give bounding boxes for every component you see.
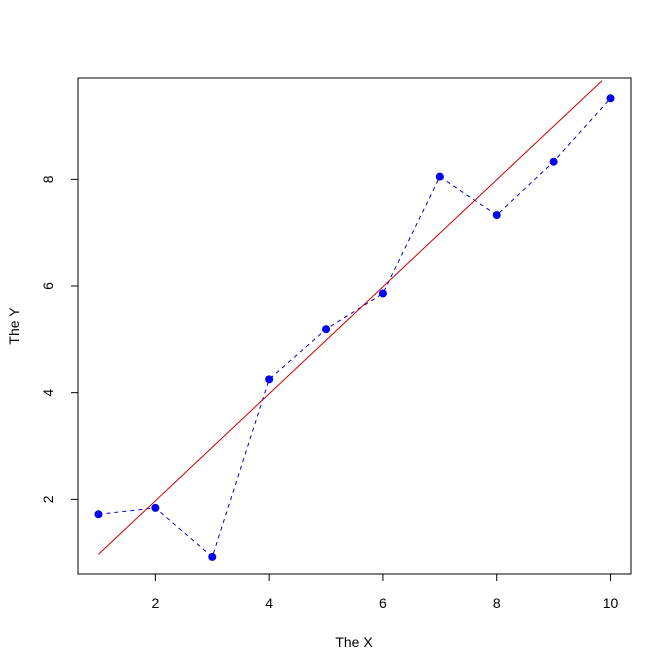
data-point	[208, 552, 217, 561]
x-tick-label: 4	[265, 595, 273, 611]
y-tick-label: 6	[40, 282, 56, 290]
series-line	[98, 97, 611, 558]
fit-line	[98, 80, 603, 555]
x-tick-label: 10	[603, 595, 619, 611]
y-axis: 2 4 6 8	[40, 175, 79, 503]
data-point	[265, 375, 274, 384]
data-point	[435, 172, 444, 181]
y-tick-label: 2	[40, 495, 56, 503]
x-axis-title: The X	[335, 634, 373, 650]
data-point	[492, 211, 501, 220]
data-point	[549, 157, 558, 166]
data-point	[378, 289, 387, 298]
x-tick-label: 2	[151, 595, 159, 611]
series-layer	[94, 80, 615, 561]
x-tick-label: 8	[493, 595, 501, 611]
plot-frame	[77, 77, 632, 575]
y-axis-title: The Y	[6, 307, 22, 345]
y-tick-label: 8	[40, 175, 56, 183]
x-axis: 2 4 6 8 10	[151, 573, 619, 611]
data-point	[94, 510, 103, 519]
x-tick-label: 6	[379, 595, 387, 611]
y-tick-label: 4	[40, 389, 56, 397]
data-point	[151, 503, 160, 512]
data-point	[606, 94, 615, 103]
data-point	[322, 325, 331, 334]
